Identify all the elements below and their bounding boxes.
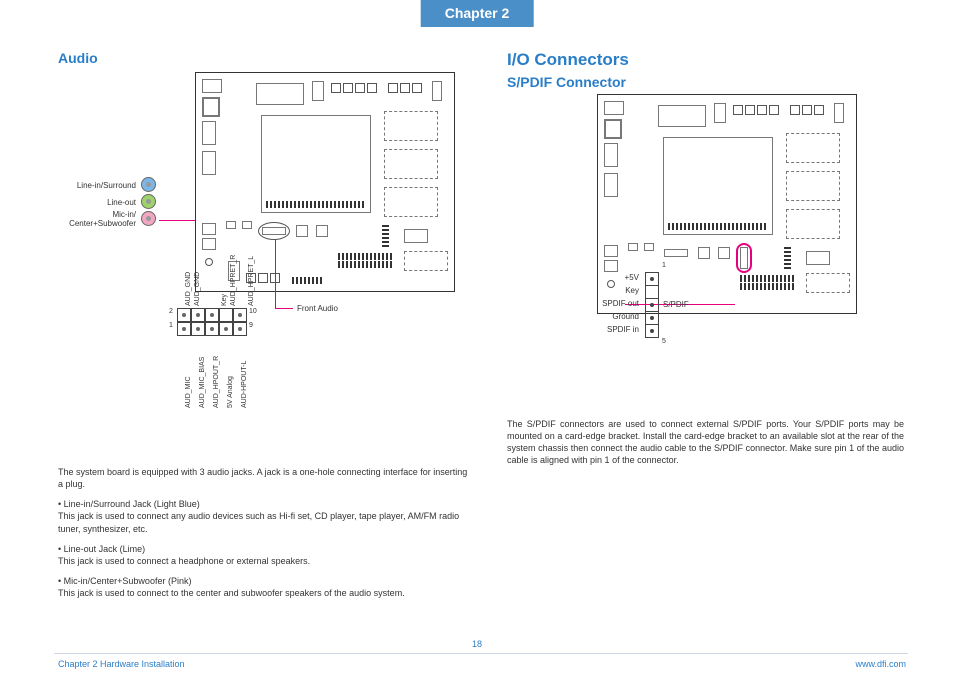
bullet-lime-h: • Line-out Jack (Lime) <box>58 543 471 555</box>
spdif-pin-stack <box>645 272 659 337</box>
bullet-blue-h: • Line-in/Surround Jack (Light Blue) <box>58 498 471 510</box>
bullet-blue-b: This jack is used to connect any audio d… <box>58 510 471 534</box>
jack-line-in: Line-in/Surround <box>141 177 156 192</box>
bullet-lime: • Line-out Jack (Lime) This jack is used… <box>58 543 471 567</box>
left-column: Audio Line-in/Surround Line-out Mic-in/ … <box>0 40 481 625</box>
spdif-l4: SPDIF in <box>607 325 639 334</box>
jack-label-pink: Mic-in/ Center+Subwoofer <box>46 210 136 228</box>
right-column: I/O Connectors S/PDIF Connector <box>481 40 954 625</box>
spdif-heading: S/PDIF Connector <box>507 74 904 90</box>
jack-label-lime: Line-out <box>46 195 136 210</box>
bullet-pink: • Mic-in/Center+Subwoofer (Pink) This ja… <box>58 575 471 599</box>
jack-leader <box>159 220 195 221</box>
audio-board-diagram: Line-in/Surround Line-out Mic-in/ Center… <box>165 72 455 306</box>
audio-text-block: The system board is equipped with 3 audi… <box>58 460 471 599</box>
bullet-pink-h: • Mic-in/Center+Subwoofer (Pink) <box>58 575 471 587</box>
pin-num-10: 10 <box>249 308 257 315</box>
pin-b2: AUD_HPOUT_R <box>213 356 220 408</box>
spdif-l0: +5V <box>625 273 639 282</box>
footer-url: www.dfi.com <box>855 659 906 669</box>
audio-jack-stack: Line-in/Surround Line-out Mic-in/ Center… <box>141 177 159 228</box>
spdif-callout <box>736 243 752 273</box>
pin-t4: AUD_HPRET_R <box>230 255 237 306</box>
footer-chapter: Chapter 2 Hardware Installation <box>58 659 185 669</box>
bullet-pink-b: This jack is used to connect to the cent… <box>58 587 471 599</box>
io-connectors-heading: I/O Connectors <box>507 50 904 70</box>
pin-b1: AUD_MIC_BIAS <box>199 357 206 408</box>
audio-heading: Audio <box>58 50 455 66</box>
spdif-l1: Key <box>625 286 639 295</box>
page-number: 18 <box>472 639 482 649</box>
spdif-num-5: 5 <box>662 338 666 345</box>
front-audio-leader-v <box>275 239 276 309</box>
audio-intro: The system board is equipped with 3 audi… <box>58 466 471 490</box>
spdif-l2: SPDIF out <box>602 299 639 308</box>
spdif-side-label: S/PDIF <box>663 300 689 309</box>
jack-label-blue: Line-in/Surround <box>46 178 136 193</box>
pin-b4: AUD-HPOUT-L <box>241 361 248 408</box>
bullet-lime-b: This jack is used to connect a headphone… <box>58 555 471 567</box>
spdif-board-diagram: 1 5 S/PDIF +5V Key SPDIF out Ground SPDI… <box>567 94 857 358</box>
pin-num-2: 2 <box>169 308 173 315</box>
front-audio-callout <box>258 222 290 240</box>
pin-t3: Key <box>221 294 228 306</box>
pin-num-1: 1 <box>169 322 173 329</box>
spdif-l3: Ground <box>612 312 639 321</box>
chapter-tab: Chapter 2 <box>421 0 534 27</box>
jack-line-out: Line-out <box>141 194 156 209</box>
footer-divider <box>54 653 908 654</box>
bullet-blue: • Line-in/Surround Jack (Light Blue) Thi… <box>58 498 471 534</box>
pin-t6: AUD_HPRET_L <box>248 256 255 306</box>
manual-page: Chapter 2 Audio Line-in/Surround Line-ou… <box>0 0 954 675</box>
pin-b0: AUD_MIC <box>185 376 192 408</box>
spdif-text: The S/PDIF connectors are used to connec… <box>507 418 904 467</box>
spdif-num-1: 1 <box>662 262 666 269</box>
pin-t1: AUD_GND <box>194 272 201 306</box>
pin-b3: 5V Analog <box>227 376 234 408</box>
pin-t0: AUD_GND <box>185 272 192 306</box>
pin-num-9: 9 <box>249 322 253 329</box>
content-columns: Audio Line-in/Surround Line-out Mic-in/ … <box>0 40 954 625</box>
jack-mic-in: Mic-in/ Center+Subwoofer <box>141 211 156 226</box>
front-audio-leader-h <box>275 308 293 309</box>
front-audio-label: Front Audio <box>297 304 338 313</box>
